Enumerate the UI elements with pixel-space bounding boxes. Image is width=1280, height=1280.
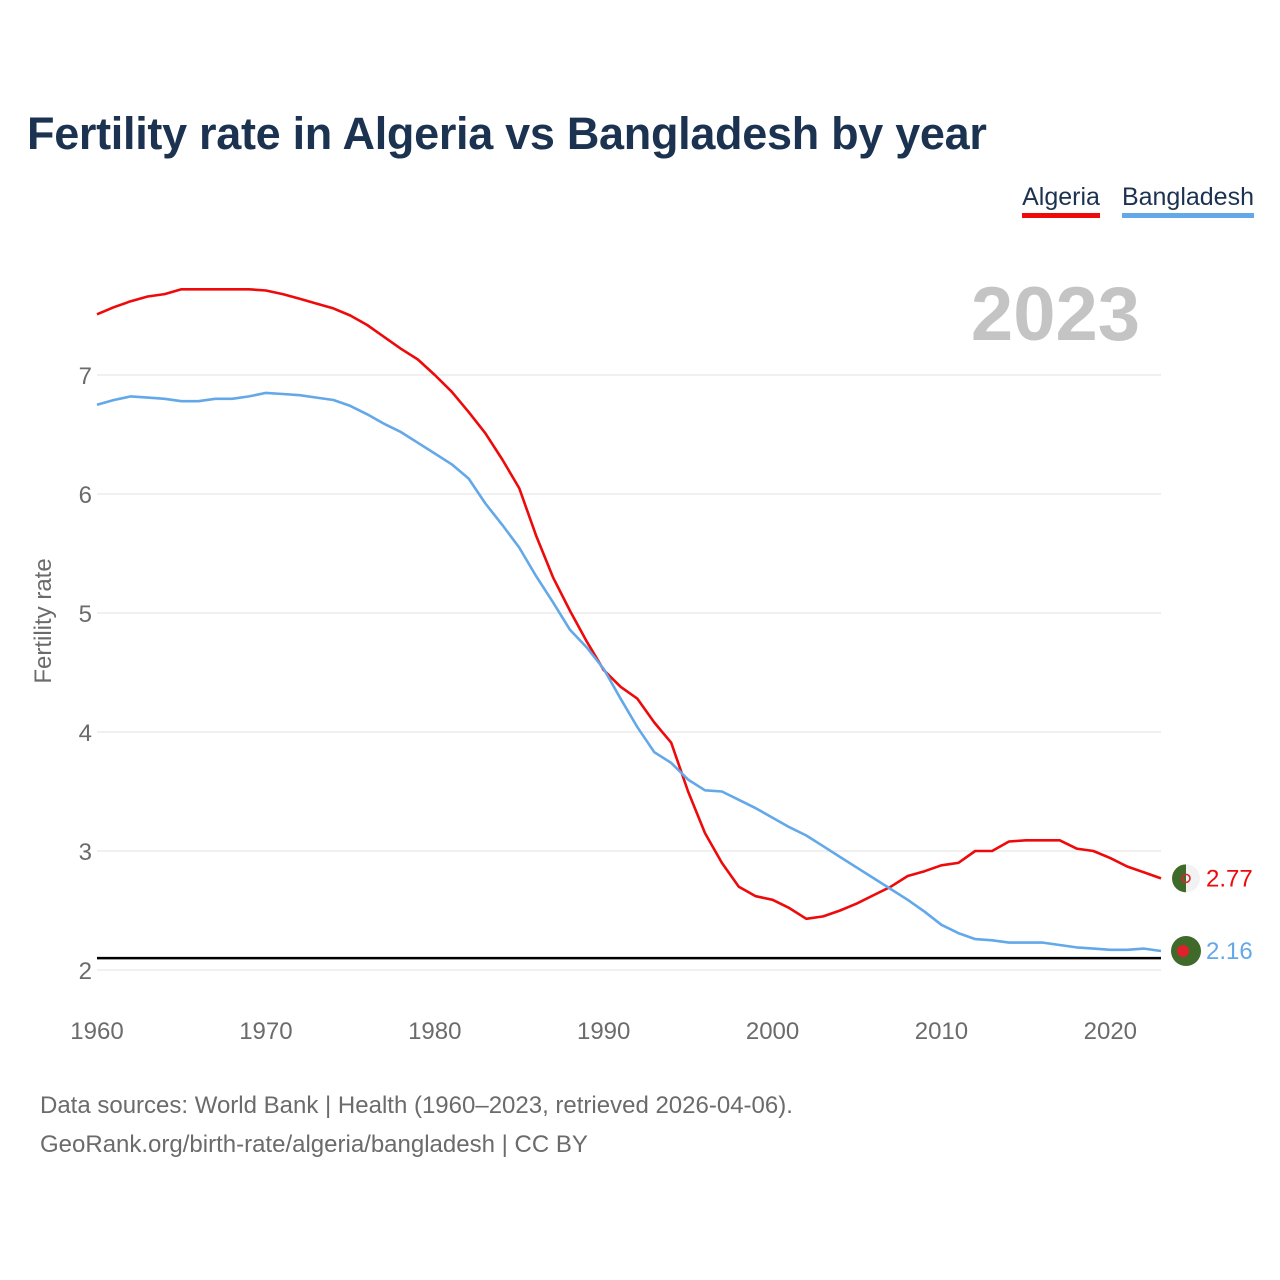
algeria-flag-crescent [1181,873,1191,884]
end-label-bangladesh: 2.16 [1206,938,1253,965]
x-tick-2020: 2020 [1084,1018,1137,1045]
legend-item-bangladesh[interactable]: Bangladesh [1121,183,1254,218]
grid-lines [97,374,1161,971]
y-tick-labels: 2 3 4 5 6 7 [79,363,92,985]
page-title: Fertility rate in Algeria vs Bangladesh … [27,108,987,159]
series-lines [96,287,1162,953]
x-tick-1980: 1980 [408,1018,461,1045]
end-label-algeria: 2.77 [1206,865,1253,892]
x-tick-2010: 2010 [915,1018,968,1045]
algeria-flag-green [1172,864,1186,893]
line-chart: 2 3 4 5 6 7 1960 1970 1980 1990 2000 2010 2020 Fert… [30,272,1253,1045]
y-tick-3: 3 [79,839,92,866]
x-tick-labels: 1960 1970 1980 1990 2000 2010 2020 [70,1018,1137,1045]
footer-source: Data sources: World Bank | Health (1960–… [40,1092,793,1119]
year-label: 2023 [971,272,1140,357]
footer-link[interactable]: GeoRank.org/birth-rate/algeria/banglades… [40,1131,588,1158]
legend: Algeria Bangladesh [1022,183,1254,218]
x-tick-1990: 1990 [577,1018,630,1045]
bangladesh-flag-disc [1177,944,1189,957]
endpoint-bangladesh: 2.16 [1171,935,1253,966]
y-tick-4: 4 [79,720,92,747]
legend-item-algeria[interactable]: Algeria [1022,183,1100,218]
y-tick-6: 6 [79,482,92,509]
y-tick-5: 5 [79,601,92,628]
y-tick-7: 7 [79,363,92,390]
x-tick-1960: 1960 [70,1018,123,1045]
footer: Data sources: World Bank | Health (1960–… [40,1086,793,1164]
series-line-bangladesh[interactable] [96,391,1162,953]
series-endpoints: 2.77 2.16 [1171,864,1253,966]
endpoint-algeria: 2.77 [1172,864,1253,893]
y-axis-label: Fertility rate [30,558,57,683]
x-tick-1970: 1970 [239,1018,292,1045]
y-tick-2: 2 [79,958,92,985]
x-tick-2000: 2000 [746,1018,799,1045]
series-line-algeria[interactable] [96,287,1162,921]
